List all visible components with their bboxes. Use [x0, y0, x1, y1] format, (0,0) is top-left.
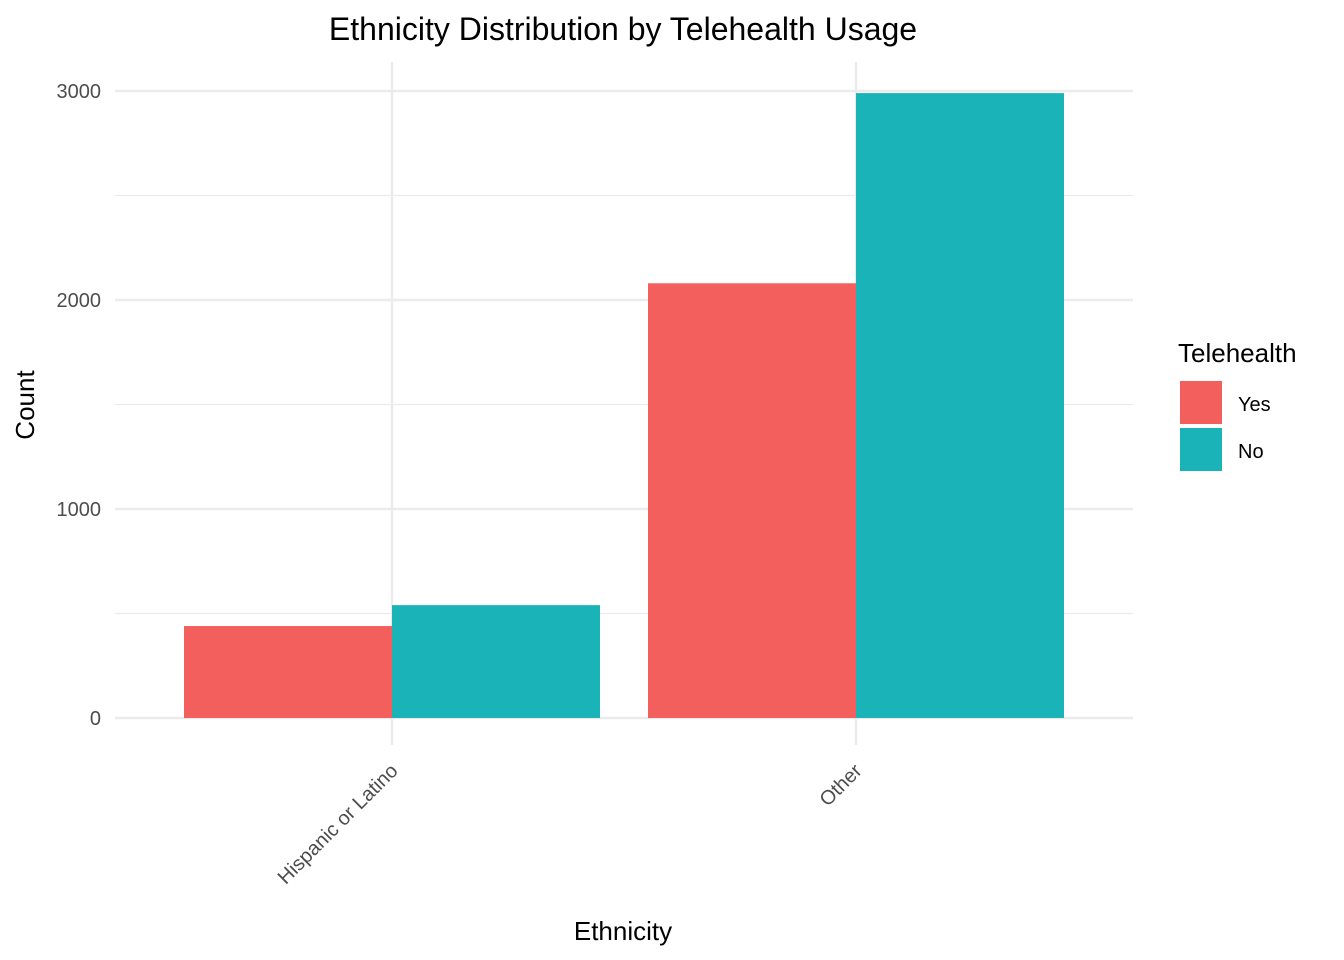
- chart-title: Ethnicity Distribution by Telehealth Usa…: [329, 11, 917, 47]
- bar-yes-1: [648, 283, 856, 718]
- bar-yes-0: [184, 626, 392, 718]
- legend-swatch-no: [1180, 428, 1222, 471]
- y-tick-label: 2000: [57, 290, 102, 312]
- x-tick-label: Hispanic or Latino: [274, 760, 403, 889]
- x-axis-ticks: Hispanic or Latino Other: [274, 760, 867, 889]
- y-axis-title: Count: [10, 370, 40, 440]
- y-axis-ticks: 0 1000 2000 3000: [57, 81, 102, 730]
- legend: Telehealth Yes No: [1178, 338, 1297, 471]
- y-tick-label: 0: [90, 708, 101, 730]
- bar-no-0: [392, 605, 600, 718]
- legend-label-yes: Yes: [1238, 394, 1271, 416]
- legend-title: Telehealth: [1178, 338, 1297, 368]
- y-tick-label: 1000: [57, 499, 102, 521]
- bar-no-1: [856, 93, 1064, 719]
- y-tick-label: 3000: [57, 81, 102, 103]
- bars: [184, 93, 1064, 719]
- x-axis-title: Ethnicity: [574, 916, 672, 946]
- legend-label-no: No: [1238, 441, 1264, 463]
- legend-swatch-yes: [1180, 381, 1222, 424]
- x-tick-label: Other: [816, 760, 867, 811]
